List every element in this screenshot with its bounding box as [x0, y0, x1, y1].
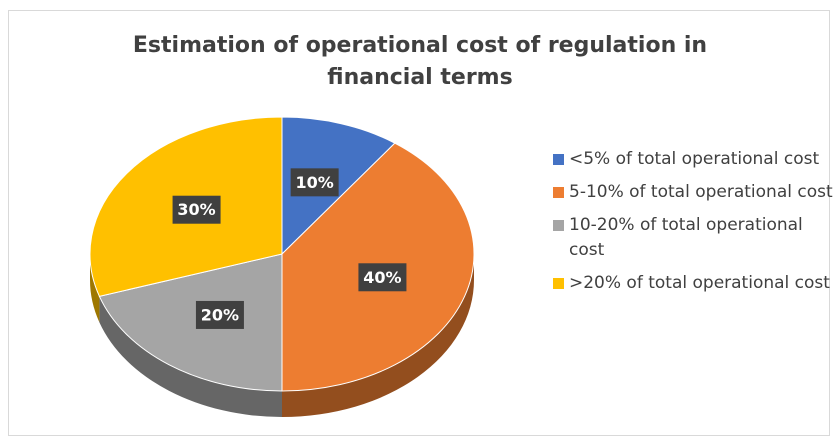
- legend-item: 10-20% of total operational cost: [553, 213, 833, 263]
- data-label-box: [195, 300, 244, 329]
- data-label-box: [358, 263, 407, 292]
- legend-swatch: [553, 187, 564, 198]
- legend-item: <5% of total operational cost: [553, 147, 833, 172]
- legend-label: 10-20% of total operational cost: [569, 215, 803, 260]
- data-label-box: [172, 195, 221, 224]
- pie-slice: [98, 253, 283, 392]
- chart-frame: [8, 10, 830, 436]
- pie-side: [99, 296, 282, 417]
- pie-side: [282, 254, 474, 417]
- pie-side: [90, 254, 100, 323]
- data-label: 40%: [363, 268, 401, 287]
- legend-swatch: [553, 220, 564, 231]
- data-label-box: [290, 168, 339, 197]
- legend-label: <5% of total operational cost: [569, 149, 820, 169]
- chart-title: Estimation of operational cost of regula…: [132, 33, 708, 90]
- data-label: 20%: [201, 305, 239, 324]
- data-label: 10%: [295, 173, 333, 192]
- legend-item: >20% of total operational cost: [553, 271, 833, 296]
- legend-swatch: [553, 154, 564, 165]
- legend: <5% of total operational cost 5-10% of to…: [553, 147, 833, 304]
- data-label: 30%: [177, 200, 215, 219]
- legend-label: 5-10% of total operational cost: [569, 182, 833, 202]
- legend-item: 5-10% of total operational cost: [553, 180, 833, 205]
- legend-swatch: [553, 278, 564, 289]
- legend-label: >20% of total operational cost: [569, 273, 830, 293]
